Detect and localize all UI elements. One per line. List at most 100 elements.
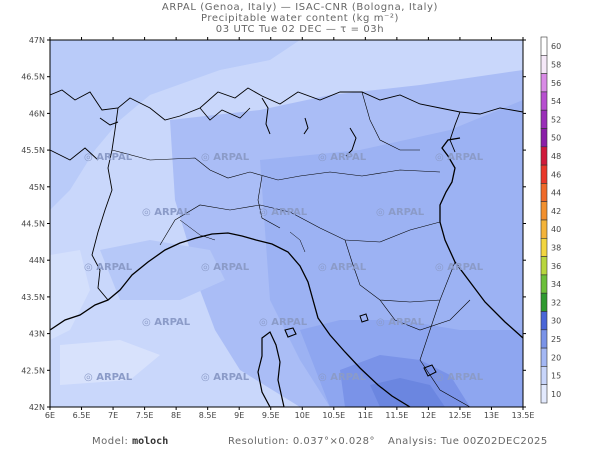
colorbar-swatch (540, 274, 548, 294)
colorbar-swatch (540, 256, 548, 276)
watermark: ◎ ARPAL (201, 152, 250, 163)
colorbar-label: 42 (551, 207, 561, 216)
lake-garda (345, 127, 357, 157)
colorbar-swatch (540, 91, 548, 111)
footer-analysis-value: Tue 00Z02DEC2025 (440, 436, 548, 447)
colorbar-label: 15 (551, 372, 561, 381)
lon-label: 13.5E (512, 411, 535, 420)
region-border-north (111, 149, 441, 181)
colorbar-swatch (540, 201, 548, 221)
watermark: ◎ ARPAL (435, 262, 484, 273)
footer-resolution: Resolution: 0.037°×0.028° (228, 436, 375, 447)
lon-label: 12.5E (448, 411, 471, 420)
coastline-tyrrhenian (50, 232, 411, 407)
colorbar-label: 58 (551, 60, 561, 69)
lake-como (303, 117, 309, 135)
region-border-apennine (159, 204, 441, 246)
region-border-umbria (379, 299, 471, 331)
watermark: ◎ ARPAL (84, 262, 133, 273)
watermark: ◎ ARPAL (318, 152, 367, 163)
lon-label: 7.5E (136, 411, 154, 420)
river-a (179, 219, 216, 241)
field-provence-light (50, 250, 90, 340)
colorbar-swatch (540, 384, 548, 404)
lake-maggiore (261, 97, 271, 135)
footer-analysis-label: Analysis: (388, 436, 438, 447)
lon-label: 7E (108, 411, 118, 420)
region-border-emilia (257, 175, 281, 229)
border-france-italy (91, 107, 119, 301)
colorbar-swatch (540, 292, 548, 312)
footer-resolution-label: Resolution: (228, 436, 290, 447)
island-small (423, 364, 437, 377)
colorbar-swatch (540, 311, 548, 331)
colorbar-swatch (540, 329, 548, 349)
lat-label: 46.5N (21, 73, 45, 82)
colorbar-swatch (540, 347, 548, 367)
border-italy-slovenia (449, 111, 461, 153)
lat-label: 47N (29, 36, 45, 45)
colorbar-label: 56 (551, 79, 561, 88)
lon-label: 13E (484, 411, 499, 420)
watermark: ◎ ARPAL (201, 262, 250, 273)
colorbar-label: 46 (551, 170, 561, 179)
colorbar-swatch (540, 146, 548, 166)
colorbar-label: 32 (551, 298, 561, 307)
region-border-trentino (361, 91, 420, 151)
field-alps-west (50, 40, 300, 210)
colorbar-label: 30 (551, 317, 561, 326)
colorbar: 60 58 56 54 52 50 48 46 44 42 40 38 36 34 32 30 25 20 15 10 (540, 36, 561, 404)
header-line-1: ARPAL (Genoa, Italy) — ISAC-CNR (Bologna… (161, 2, 439, 13)
colorbar-swatch (540, 183, 548, 202)
colorbar-label: 34 (551, 280, 561, 289)
lon-label: 10E (295, 411, 310, 420)
lat-label: 42.5N (21, 366, 45, 375)
colorbar-label: 38 (551, 243, 561, 252)
watermark: ◎ ARPAL (435, 372, 484, 383)
watermarks: ◎ ARPAL ◎ ARPAL ◎ ARPAL ◎ ARPAL ◎ ARPAL … (84, 152, 484, 383)
colorbar-swatch (540, 36, 548, 56)
colorbar-swatch (540, 73, 548, 93)
longitude-axis: 6E 6.5E 7E 7.5E 8E 8.5E 9E 9.5E 10E 10.5E 11E 11.5E… (45, 37, 535, 420)
lon-label: 8.5E (199, 411, 217, 420)
lat-label: 43.5N (21, 293, 45, 302)
colorbar-label: 60 (551, 42, 561, 51)
watermark: ◎ ARPAL (259, 317, 308, 328)
coastline-corsica (257, 331, 285, 407)
header-line-2: Precipitable water content (kg m⁻²) (200, 13, 400, 24)
lat-label: 45N (29, 183, 45, 192)
field-tyrrhenian-core (370, 378, 445, 407)
colorbar-swatch (540, 164, 548, 184)
watermark: ◎ ARPAL (142, 207, 191, 218)
watermark: ◎ ARPAL (435, 152, 484, 163)
colorbar-swatch (540, 109, 548, 129)
lat-label: 44N (29, 256, 45, 265)
colorbar-swatch (540, 128, 548, 148)
lon-label: 6E (45, 411, 55, 420)
border-ticino (199, 107, 251, 121)
footer-resolution-value: 0.037°×0.028° (292, 436, 375, 447)
colorbar-label: 50 (551, 134, 561, 143)
header-line-3: 03 UTC Tue 02 DEC — τ = 03h (215, 24, 385, 35)
island-elba (284, 327, 297, 338)
lon-label: 8E (171, 411, 181, 420)
colorbar-label: 10 (551, 390, 561, 399)
footer-model-value: moloch (132, 436, 169, 447)
watermark: ◎ ARPAL (84, 152, 133, 163)
lat-label: 44.5N (21, 220, 45, 229)
colorbar-label: 40 (551, 225, 561, 234)
coastline-adriatic (439, 137, 523, 339)
lat-label: 42N (29, 403, 45, 412)
lat-label: 43N (29, 330, 45, 339)
footer-model-label: Model: (92, 436, 129, 447)
watermark: ◎ ARPAL (84, 372, 133, 383)
colorbar-swatch (540, 54, 548, 74)
lat-label: 45.5N (21, 146, 45, 155)
watermark: ◎ ARPAL (376, 317, 425, 328)
watermark: ◎ ARPAL (376, 207, 425, 218)
colorbar-label: 36 (551, 262, 561, 271)
watermark: ◎ ARPAL (318, 372, 367, 383)
lake-geneva (99, 117, 119, 126)
field-ligurian-band (100, 240, 225, 300)
